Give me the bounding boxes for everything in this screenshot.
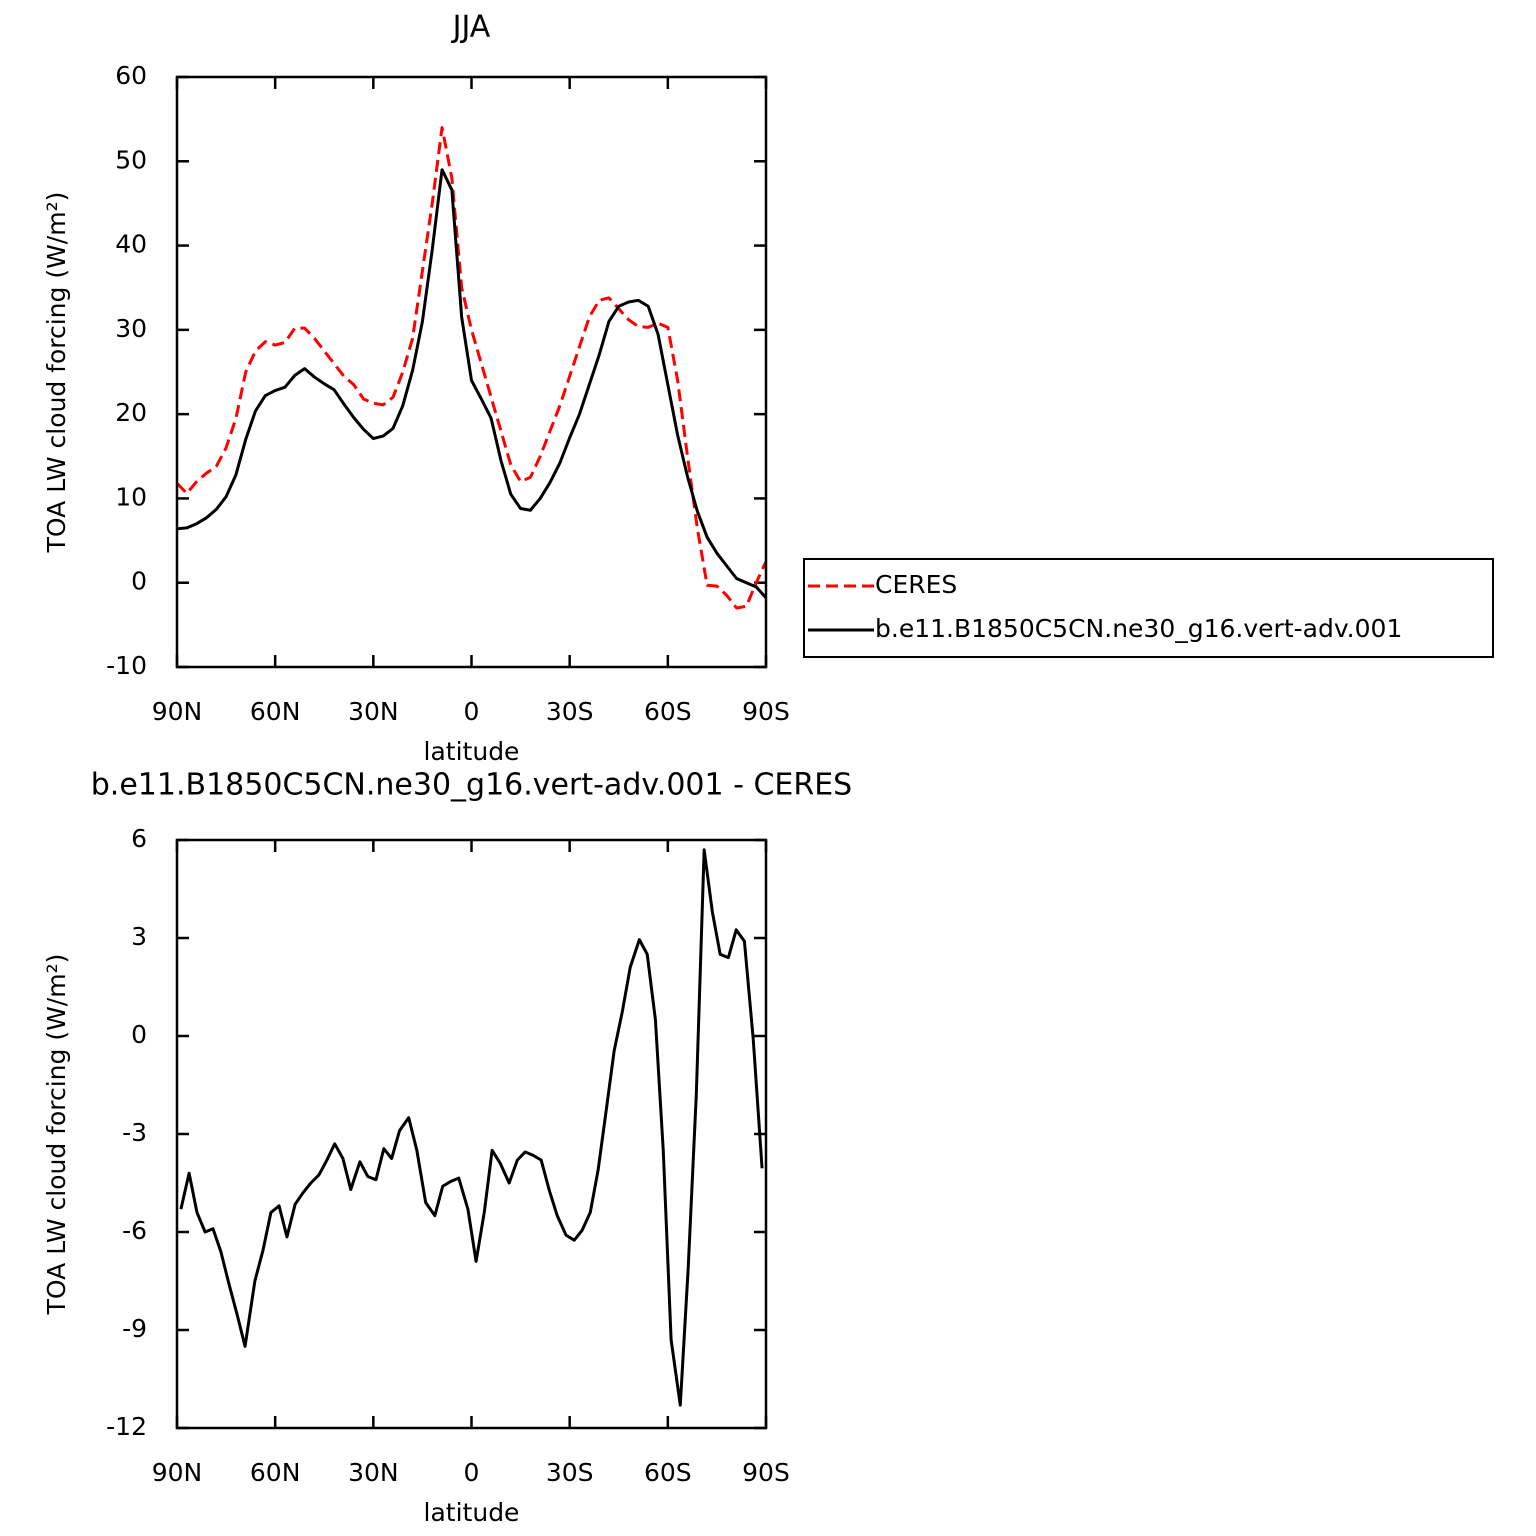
x-axis-label: latitude: [424, 1498, 520, 1527]
legend-label: CERES: [875, 570, 957, 599]
x-tick-label: 90N: [152, 1458, 203, 1487]
data-line: [177, 126, 766, 610]
y-tick-label: -10: [106, 651, 147, 680]
x-tick-label: 30N: [348, 1458, 399, 1487]
x-tick-label: 30N: [348, 697, 399, 726]
y-tick-label: 20: [115, 398, 147, 427]
y-tick-label: 60: [115, 61, 147, 90]
data-line: [177, 168, 766, 599]
y-axis-label: TOA LW cloud forcing (W/m²): [42, 954, 71, 1316]
y-tick-label: 3: [131, 922, 147, 951]
x-tick-label: 60S: [644, 1458, 692, 1487]
y-tick-label: -12: [106, 1412, 147, 1441]
plot-frame: [175, 838, 768, 1430]
y-tick-label: 6: [131, 824, 147, 853]
x-tick-label: 60N: [250, 697, 301, 726]
y-tick-label: 0: [131, 567, 147, 596]
y-tick-label: 30: [115, 314, 147, 343]
x-tick-label: 90N: [152, 697, 203, 726]
x-tick-label: 30S: [546, 697, 594, 726]
data-line: [179, 848, 764, 1407]
x-tick-label: 60S: [644, 697, 692, 726]
plot-frame: [175, 75, 768, 669]
y-axis-label: TOA LW cloud forcing (W/m²): [42, 192, 71, 554]
legend-label: b.e11.B1850C5CN.ne30_g16.vert-adv.001: [875, 614, 1402, 643]
x-tick-label: 30S: [546, 1458, 594, 1487]
plot-area: [179, 848, 764, 1407]
y-tick-label: 10: [115, 482, 147, 511]
x-tick-label: 90S: [742, 697, 790, 726]
y-tick-label: -9: [122, 1314, 147, 1343]
chart-title: b.e11.B1850C5CN.ne30_g16.vert-adv.001 - …: [91, 768, 852, 803]
legend-box: [803, 558, 1494, 658]
x-tick-label: 0: [464, 697, 480, 726]
y-tick-label: -3: [122, 1118, 147, 1147]
y-tick-label: -6: [122, 1216, 147, 1245]
y-tick-label: 0: [131, 1020, 147, 1049]
x-axis-label: latitude: [424, 737, 520, 766]
x-tick-label: 60N: [250, 1458, 301, 1487]
plot-area: [177, 126, 766, 610]
chart-title: JJA: [451, 10, 491, 45]
y-tick-label: 40: [115, 230, 147, 259]
y-tick-label: 50: [115, 145, 147, 174]
x-tick-label: 90S: [742, 1458, 790, 1487]
x-tick-label: 0: [464, 1458, 480, 1487]
